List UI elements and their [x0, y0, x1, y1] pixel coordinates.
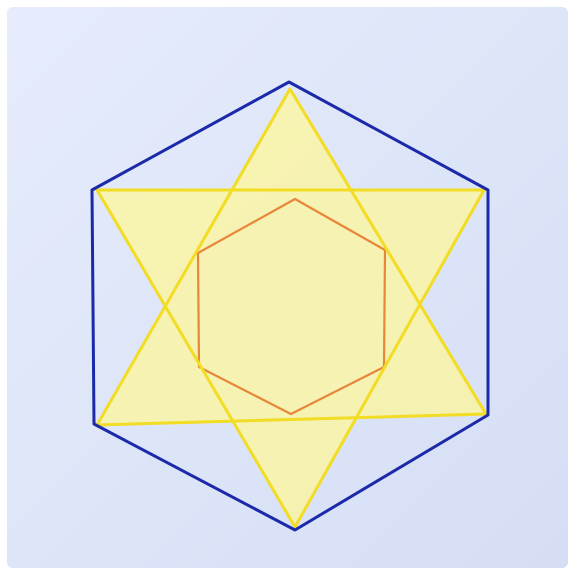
star-up-triangle — [95, 87, 488, 427]
drawing-canvas — [7, 7, 568, 568]
star-fill-down-triangle — [97, 190, 484, 527]
star-outline — [95, 87, 488, 529]
outer-hexagon — [90, 80, 490, 532]
star-down-triangle — [95, 188, 486, 529]
star-fill — [97, 89, 486, 527]
hexagon-star-drawing — [90, 80, 490, 532]
inner-hexagon — [196, 197, 387, 416]
